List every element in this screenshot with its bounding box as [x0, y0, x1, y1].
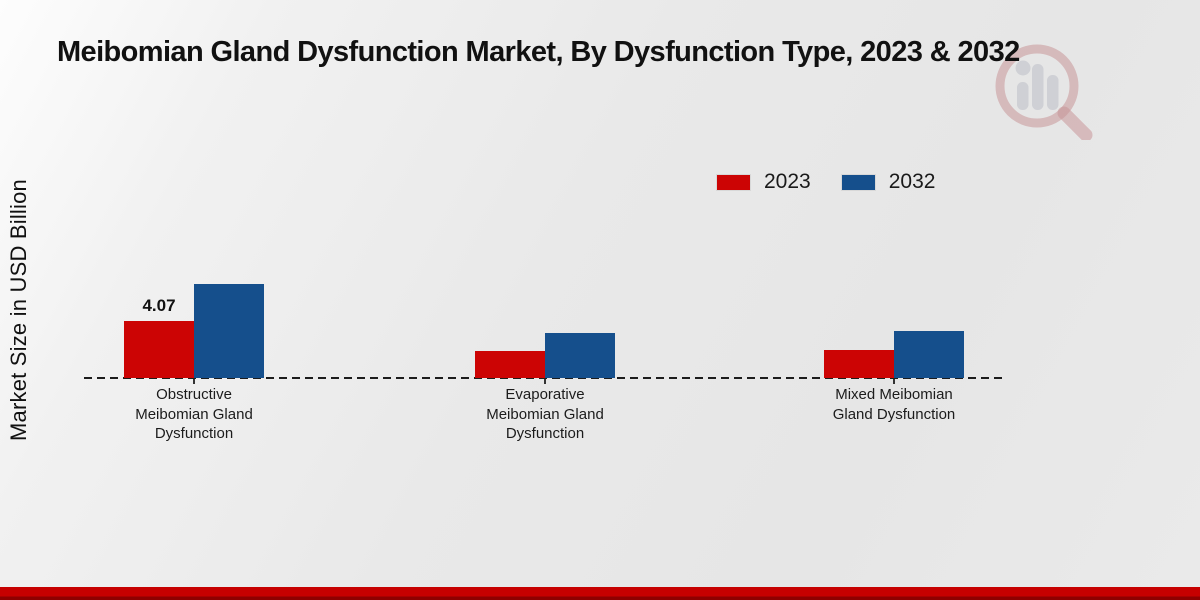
magnifier-bar-chart-logo-icon — [995, 44, 1093, 140]
bar-2023-category-0 — [124, 321, 194, 378]
legend: 2023 2032 — [716, 170, 935, 194]
legend-item-2032: 2032 — [840, 170, 936, 194]
y-axis-label: Market Size in USD Billion — [6, 179, 31, 441]
chart-title: Meibomian Gland Dysfunction Market, By D… — [57, 36, 1020, 68]
legend-label-2032: 2032 — [888, 170, 936, 193]
bar-2023-category-1 — [475, 351, 545, 378]
legend-swatch-2032 — [840, 173, 876, 191]
category-label-0: Obstructive Meibomian Gland Dysfunction — [135, 386, 253, 442]
x-axis-tick-0 — [193, 379, 195, 384]
bar-2023-category-2 — [824, 350, 894, 378]
bar-2032-category-2 — [894, 331, 964, 378]
legend-label-2023: 2023 — [764, 170, 811, 193]
x-axis-tick-1 — [544, 379, 546, 384]
x-axis-baseline — [84, 377, 1005, 379]
category-label-2: Mixed Meibomian Gland Dysfunction — [832, 386, 956, 423]
category-label-1: Evaporative Meibomian Gland Dysfunction — [486, 386, 604, 442]
footer-red-band — [0, 587, 1200, 600]
legend-swatch-2023 — [716, 173, 751, 191]
bar-2032-category-0 — [194, 284, 264, 378]
data-label-2023-category-0: 4.07 — [142, 296, 176, 315]
x-axis-tick-2 — [893, 379, 895, 384]
bar-2032-category-1 — [545, 333, 615, 378]
legend-item-2023: 2023 — [716, 170, 811, 194]
